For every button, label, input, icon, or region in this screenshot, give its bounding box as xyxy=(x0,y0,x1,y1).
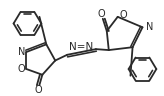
Text: O: O xyxy=(18,64,25,74)
Text: N=N: N=N xyxy=(69,42,94,52)
Text: O: O xyxy=(35,85,42,95)
Text: N: N xyxy=(18,47,25,57)
Text: O: O xyxy=(120,10,127,20)
Text: O: O xyxy=(97,9,105,19)
Text: N: N xyxy=(146,22,154,32)
